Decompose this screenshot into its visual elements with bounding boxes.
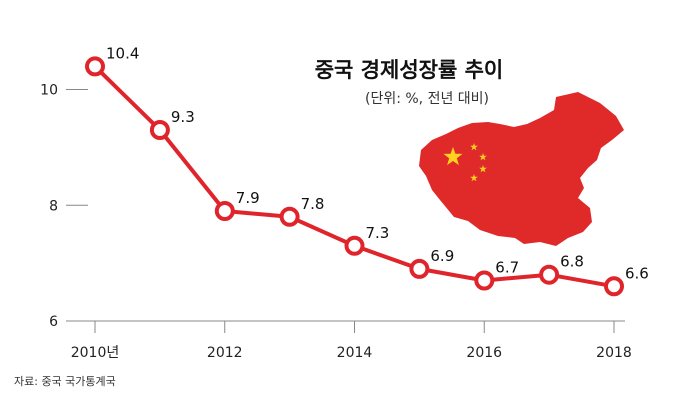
data-point — [474, 270, 495, 291]
data-points — [85, 56, 624, 297]
data-point — [539, 264, 560, 285]
china-map-icon — [419, 92, 624, 246]
data-label: 6.7 — [495, 259, 519, 277]
data-point — [409, 258, 430, 279]
data-point — [214, 201, 235, 221]
data-label: 7.3 — [366, 224, 390, 242]
flag-star-icon — [479, 153, 487, 161]
flag-star-icon — [479, 165, 487, 173]
data-label: 6.6 — [625, 264, 649, 282]
source-note: 자료: 중국 국가통계국 — [14, 375, 116, 388]
x-tick-label: 2014 — [337, 345, 373, 361]
x-axis: 2010년 2012 2014 2016 2018 — [66, 320, 632, 361]
data-label: 10.4 — [106, 44, 139, 62]
data-point — [344, 235, 365, 256]
data-label: 6.8 — [560, 253, 584, 271]
china-map-shape — [419, 92, 624, 246]
data-labels: 10.4 9.3 7.9 7.8 7.3 6.9 6.7 6.8 6.6 — [106, 44, 649, 282]
x-tick-label: 2018 — [596, 345, 632, 361]
data-point — [604, 276, 624, 297]
x-tick-label: 2010년 — [71, 345, 120, 361]
y-tick-label: 10 — [40, 83, 58, 99]
data-label: 9.3 — [171, 108, 195, 126]
data-point — [149, 120, 170, 140]
data-label: 7.8 — [301, 195, 325, 213]
y-tick-label: 8 — [49, 198, 58, 214]
flag-star-icon — [443, 147, 463, 166]
data-label: 7.9 — [236, 189, 260, 207]
x-tick-label: 2012 — [207, 345, 243, 361]
x-tick-label: 2016 — [466, 345, 502, 361]
chart-title: 중국 경제성장률 추이 — [315, 58, 504, 82]
y-axis: 6 8 10 — [40, 83, 88, 330]
data-point — [85, 56, 105, 77]
flag-star-icon — [470, 143, 478, 151]
flag-star-icon — [470, 174, 478, 182]
chart-subtitle: (단위: %, 전년 대비) — [365, 91, 489, 107]
data-label: 6.9 — [430, 247, 454, 265]
y-tick-label: 6 — [49, 314, 58, 330]
data-point — [279, 206, 300, 227]
